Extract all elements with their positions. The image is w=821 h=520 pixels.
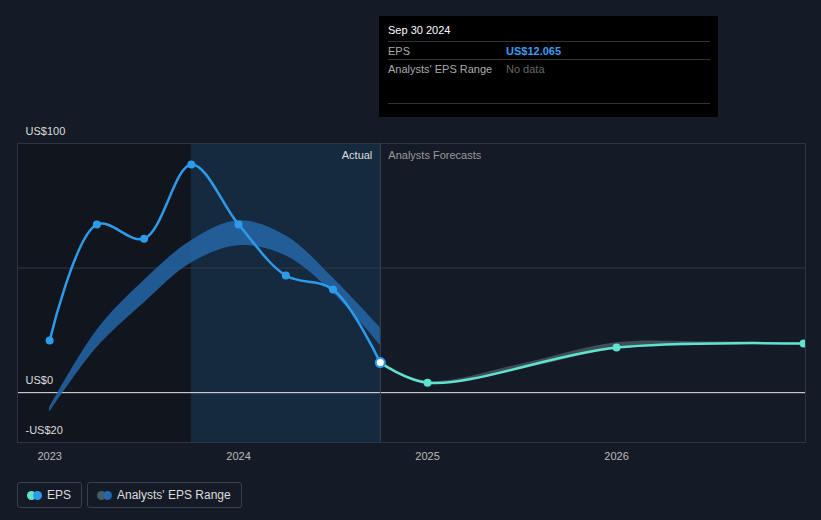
html-text:Analysts' EPS Range: Analysts' EPS Range [117, 488, 231, 502]
svg-text:US$100: US$100 [26, 125, 66, 137]
svg-text:-US$20: -US$20 [26, 424, 63, 436]
svg-text:2025: 2025 [415, 450, 439, 462]
html-text:EPS: EPS [47, 488, 71, 502]
html-text:Sep 30 2024: Sep 30 2024 [388, 24, 451, 36]
svg-text:2024: 2024 [226, 450, 250, 462]
html-text:No data: No data [506, 63, 545, 75]
svg-text:US$0: US$0 [26, 374, 54, 386]
svg-text:2023: 2023 [37, 450, 61, 462]
svg-text:Actual: Actual [342, 149, 373, 161]
svg-text:2026: 2026 [604, 450, 628, 462]
html-text:EPS: EPS [388, 45, 410, 57]
html-text:US$12.065: US$12.065 [506, 45, 561, 57]
svg-text:Analysts Forecasts: Analysts Forecasts [388, 149, 481, 161]
html-text:Analysts' EPS Range: Analysts' EPS Range [388, 63, 493, 75]
